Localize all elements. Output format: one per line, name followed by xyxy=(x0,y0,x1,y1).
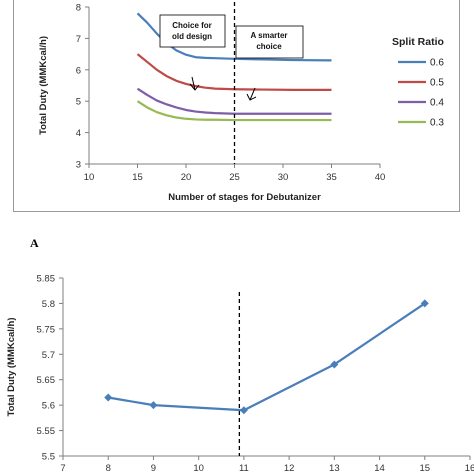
chart-b-x-tick-label: 7 xyxy=(60,463,65,474)
chart-b-x-tick-label: 12 xyxy=(284,463,295,474)
chart-b-x-tick-label: 15 xyxy=(419,463,430,474)
chart-b-x-tick-label: 16 xyxy=(465,463,474,474)
chart-b-x-tick-label: 8 xyxy=(106,463,111,474)
chart-b-data-point xyxy=(149,401,158,410)
chart-a-x-tick-label: 15 xyxy=(132,172,143,183)
callout-smarter-arrow xyxy=(246,87,257,101)
chart-b-y-tick-label: 5.5 xyxy=(42,452,55,463)
legend-label: 0.5 xyxy=(430,78,444,89)
chart-b-data-point xyxy=(420,299,429,308)
callout-smarter-text: A smarter xyxy=(250,31,287,40)
chart-a-y-tick-label: 8 xyxy=(76,3,81,14)
legend-title: Split Ratio xyxy=(392,36,444,48)
chart-a-series-line xyxy=(136,53,332,91)
callout-old-design-box xyxy=(159,14,226,48)
chart-a-x-tick-label: 40 xyxy=(375,172,386,183)
chart-b-y-tick-label: 5.65 xyxy=(37,375,56,386)
chart-b-x-tick-label: 11 xyxy=(239,463,249,474)
chart-a-series-line xyxy=(136,100,332,122)
chart-b-data-point xyxy=(330,360,339,369)
chart-b-x-tick-label: 9 xyxy=(151,463,156,474)
callout-smarter-text: choice xyxy=(256,42,282,51)
chart-b-y-tick-label: 5.7 xyxy=(42,350,55,361)
callout-smarter-box xyxy=(235,25,304,59)
chart-a-x-tick-label: 25 xyxy=(229,172,240,183)
callout-old-design-arrow xyxy=(189,76,200,91)
chart-a-y-tick-label: 4 xyxy=(76,128,81,139)
chart-b-series-line xyxy=(108,302,426,412)
chart-b-y-axis-title: Total Duty (MMKcal/h) xyxy=(6,317,17,416)
legend-label: 0.6 xyxy=(430,58,444,69)
chart-a-y-tick-label: 6 xyxy=(76,65,81,76)
chart-a-x-tick-label: 20 xyxy=(181,172,192,183)
chart-a-series-line xyxy=(136,12,332,62)
chart-a-series-line xyxy=(136,87,332,115)
callout-old-design-text: old design xyxy=(172,32,212,41)
chart-a-y-tick-label: 7 xyxy=(76,34,81,45)
chart-a-x-tick-label: 10 xyxy=(84,172,95,183)
chart-a-x-axis-title: Number of stages for Debutanizer xyxy=(168,192,321,203)
chart-a-y-tick-label: 3 xyxy=(76,160,81,171)
chart-b-y-tick-label: 5.85 xyxy=(37,274,56,285)
chart-a-frame xyxy=(13,0,460,212)
chart-b-data-point xyxy=(239,406,248,415)
chart-b-y-tick-label: 5.75 xyxy=(37,324,56,335)
chart-a-y-tick-label: 5 xyxy=(76,97,81,108)
chart-b-y-tick-label: 5.55 xyxy=(37,426,56,437)
chart-b-x-tick-label: 13 xyxy=(329,463,340,474)
chart-b-x-tick-label: 14 xyxy=(374,463,385,474)
chart-a-x-tick-label: 35 xyxy=(326,172,337,183)
callout-old-design-text: Choice for xyxy=(172,21,212,30)
legend-label: 0.3 xyxy=(430,118,444,129)
chart-a-y-axis-title: Total Duty (MMKcal/h) xyxy=(38,36,49,135)
chart-b-y-tick-label: 5.6 xyxy=(42,401,55,412)
chart-b-x-tick-label: 10 xyxy=(193,463,204,474)
chart-b-data-point xyxy=(104,393,113,402)
legend-label: 0.4 xyxy=(430,98,444,109)
panel-label: A xyxy=(30,236,39,250)
chart-b-y-tick-label: 5.8 xyxy=(42,299,55,310)
chart-a-x-tick-label: 30 xyxy=(278,172,289,183)
